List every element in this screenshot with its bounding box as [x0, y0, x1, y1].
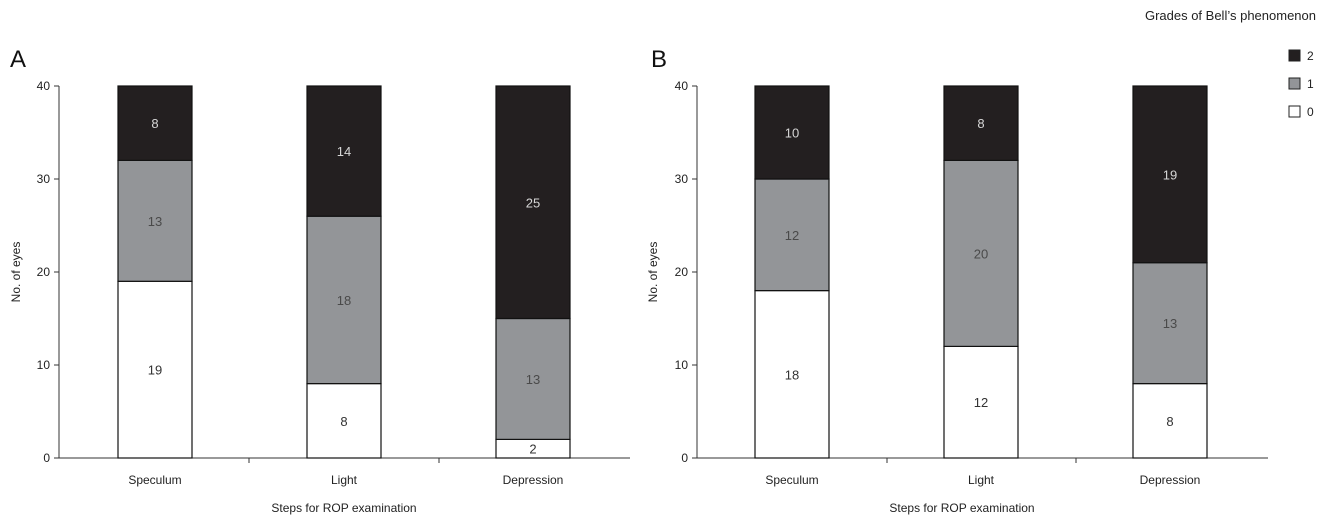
chart-panel-b: B No. of eyes Steps for ROP examination … [646, 46, 1268, 515]
bar-segment [117, 159, 193, 282]
legend-title: Grades of Bell’s phenomenon [1145, 8, 1316, 23]
data-label: 8 [340, 414, 347, 429]
data-label: 19 [1163, 167, 1177, 182]
legend-swatch [1288, 77, 1301, 90]
x-tick-label: Light [968, 473, 995, 487]
x-ticks: Speculum Light Depression [765, 458, 1200, 487]
data-label: 12 [785, 228, 799, 243]
data-label: 8 [1166, 414, 1173, 429]
y-tick-label: 30 [37, 172, 51, 186]
data-label: 20 [974, 246, 988, 261]
bar-segment [754, 178, 830, 292]
x-axis-label: Steps for ROP examination [889, 501, 1034, 515]
legend-swatch [1288, 49, 1301, 62]
x-axis-label: Steps for ROP examination [271, 501, 416, 515]
y-tick-label: 40 [675, 79, 689, 93]
y-ticks: 0 10 20 30 40 [37, 79, 59, 465]
bar-segment [943, 159, 1019, 347]
x-tick-label: Speculum [765, 473, 818, 487]
chart-panel-a: A No. of eyes Steps for ROP examination … [9, 46, 630, 515]
bar-segment [306, 85, 382, 217]
x-tick-label: Speculum [128, 473, 181, 487]
data-label: 13 [148, 214, 162, 229]
legend-entries: 2 1 0 [1288, 49, 1314, 119]
bar-segment [1132, 262, 1208, 385]
data-label: 10 [785, 126, 799, 141]
legend-label: 0 [1307, 105, 1314, 119]
bar-segment [754, 85, 830, 180]
y-tick-label: 20 [675, 265, 689, 279]
y-axis-label: No. of eyes [9, 242, 23, 303]
y-tick-label: 40 [37, 79, 51, 93]
data-label: 2 [529, 442, 536, 457]
bars: 18 12 10 12 20 8 8 13 19 [754, 85, 1208, 459]
bar-segment [495, 85, 571, 320]
data-label: 8 [977, 116, 984, 131]
data-label: 14 [337, 144, 351, 159]
bars: 19 13 8 8 18 14 2 13 25 [117, 85, 571, 459]
data-label: 12 [974, 395, 988, 410]
data-label: 18 [337, 293, 351, 308]
x-tick-label: Depression [1140, 473, 1201, 487]
legend-swatch [1288, 105, 1301, 118]
bar-segment [943, 85, 1019, 162]
x-ticks: Speculum Light Depression [128, 458, 563, 487]
data-label: 13 [1163, 316, 1177, 331]
y-tick-label: 0 [681, 451, 688, 465]
bar-segment [1132, 383, 1208, 459]
bar-segment [117, 85, 193, 162]
y-tick-label: 10 [675, 358, 689, 372]
data-label: 25 [526, 195, 540, 210]
x-tick-label: Depression [503, 473, 564, 487]
bar-segment [117, 280, 193, 459]
bar-segment [754, 290, 830, 459]
legend-label: 1 [1307, 77, 1314, 91]
y-ticks: 0 10 20 30 40 [675, 79, 697, 465]
data-label: 19 [148, 363, 162, 378]
x-tick-label: Light [331, 473, 358, 487]
data-label: 8 [151, 116, 158, 131]
panel-label: A [10, 46, 26, 73]
legend: Grades of Bell’s phenomenon 2 1 0 [1145, 8, 1316, 119]
y-axis-label: No. of eyes [646, 242, 660, 303]
bar-segment [495, 317, 571, 441]
bar-segment [1132, 85, 1208, 264]
y-tick-label: 10 [37, 358, 51, 372]
data-label: 18 [785, 367, 799, 382]
legend-label: 2 [1307, 49, 1314, 63]
y-tick-label: 30 [675, 172, 689, 186]
bar-segment [943, 345, 1019, 459]
panel-label: B [651, 46, 667, 73]
y-tick-label: 20 [37, 265, 51, 279]
y-tick-label: 0 [43, 451, 50, 465]
data-label: 13 [526, 372, 540, 387]
